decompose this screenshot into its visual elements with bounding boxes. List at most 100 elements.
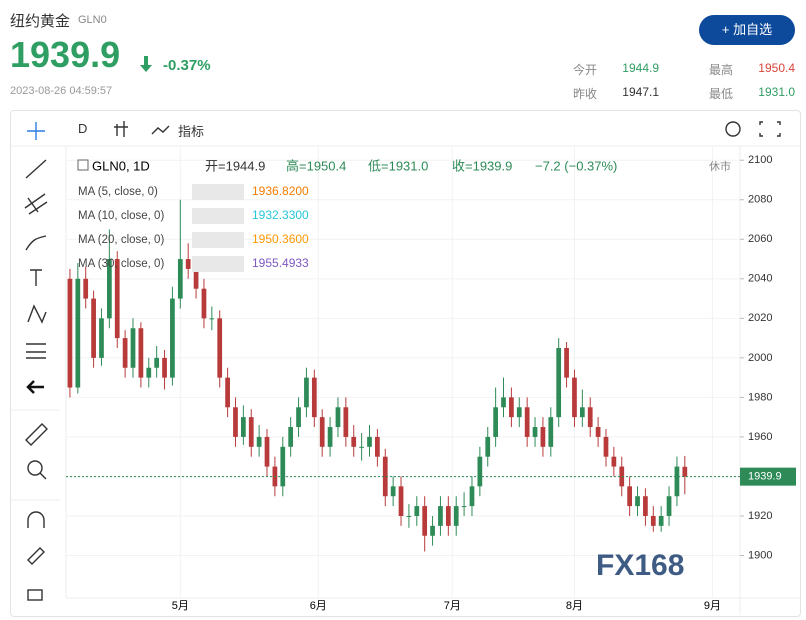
ma-name: MA (5, close, 0) [78, 186, 158, 198]
name: 纽约黄金 [10, 13, 71, 30]
candle-body [99, 318, 104, 358]
candle-body [304, 377, 309, 408]
candle-body [501, 397, 506, 408]
candle-body [477, 456, 483, 487]
ohlc-label: −7.2 (−0.37%) [535, 158, 617, 173]
candle-body [248, 417, 254, 447]
candle-body [296, 407, 301, 428]
candle-body [666, 496, 672, 516]
stat-label: 今开 [573, 63, 598, 77]
candle-body [516, 407, 522, 418]
candle-body [75, 278, 81, 388]
status: 休市 [709, 159, 731, 173]
ma-buttons [192, 184, 244, 200]
y-tick-label: 1920 [748, 510, 772, 522]
candle-body [453, 506, 459, 526]
candle-body [154, 357, 160, 368]
stat-value: 1947.1 [622, 85, 659, 99]
candle-body [445, 506, 451, 526]
candle-body [343, 407, 349, 437]
candle-body [430, 525, 435, 536]
add-button[interactable]: + 加自选 [699, 15, 795, 45]
candle-body [375, 436, 380, 457]
candle-body [288, 427, 294, 447]
y-tick-label: 2040 [748, 273, 772, 285]
candle-body [170, 298, 175, 378]
candle-body [335, 407, 341, 428]
ma-name: MA (20, close, 0) [78, 234, 164, 246]
candle-body [217, 318, 223, 378]
candle-body [241, 417, 246, 437]
x-tick-label: 9月 [704, 600, 721, 612]
indicators[interactable]: 指标 [178, 124, 205, 139]
candle-body [603, 436, 609, 457]
watermark: FX168 [596, 549, 684, 582]
candle-body [572, 377, 577, 418]
candle-body [311, 377, 317, 418]
candle-body [193, 268, 199, 289]
x-tick-label: 8月 [566, 600, 583, 612]
candle-body [233, 407, 238, 437]
toolbar-icons [24, 121, 781, 601]
candle-body [438, 506, 443, 526]
candle-body [264, 436, 270, 467]
symbol: GLN0, 1D [92, 158, 150, 173]
candle-body [406, 515, 412, 517]
ohlc-label: 收=1939.9 [452, 158, 512, 173]
candle-body [225, 377, 230, 408]
candle-body [209, 318, 215, 320]
time: 2023-08-26 04:59:57 [10, 85, 113, 97]
candle-body [122, 338, 128, 368]
candle-body [201, 288, 207, 319]
collapse-box[interactable] [77, 159, 89, 171]
stat-value: 1950.4 [758, 61, 795, 75]
ma-value: 1936.8200 [252, 184, 309, 198]
candle-body [682, 466, 688, 477]
ma-name: MA (30, close, 0) [78, 258, 164, 270]
candle-body [106, 259, 112, 319]
ma-value: 1932.3300 [252, 208, 309, 222]
candle-body [382, 456, 388, 497]
candle-body [398, 486, 404, 516]
candle-body [532, 427, 538, 437]
candle-body [91, 298, 96, 358]
y-tick-label: 2100 [748, 154, 772, 166]
price: 1939.9 [10, 34, 121, 75]
candle-body [256, 436, 262, 447]
candle-body [185, 259, 191, 269]
candle-body [579, 407, 585, 418]
last-price-label: 1939.9 [748, 471, 782, 483]
candle-body [635, 496, 640, 507]
candle-body [674, 466, 680, 497]
candle-body [319, 417, 325, 447]
candle-body [414, 506, 420, 516]
candle-body [130, 328, 136, 368]
candle-body [162, 357, 167, 378]
y-tick-label: 1960 [748, 431, 772, 443]
candle-body [540, 427, 546, 447]
candle-body [650, 515, 656, 526]
ohlc-label: 开=1944.9 [205, 158, 265, 173]
candle-body [461, 506, 467, 508]
candle-body [114, 259, 120, 339]
candle-body [485, 436, 491, 457]
down-arrow [140, 56, 152, 72]
candle-body [548, 417, 554, 447]
ma-name: MA (10, close, 0) [78, 210, 164, 222]
ma-buttons [192, 208, 244, 224]
code: GLN0 [78, 14, 107, 26]
chart-panel [10, 110, 801, 617]
interval[interactable]: D [78, 121, 88, 136]
candle-body [564, 347, 569, 378]
candle-body [493, 407, 498, 437]
candle-body [627, 486, 633, 507]
stat-value: 1944.9 [622, 61, 659, 75]
stat-label: 最低 [709, 87, 734, 101]
ohlc-label: 低=1931.0 [368, 158, 428, 173]
candle-body [556, 347, 562, 418]
candle-body [327, 427, 333, 447]
ma-buttons [192, 256, 244, 272]
change: -0.37% [163, 57, 211, 74]
